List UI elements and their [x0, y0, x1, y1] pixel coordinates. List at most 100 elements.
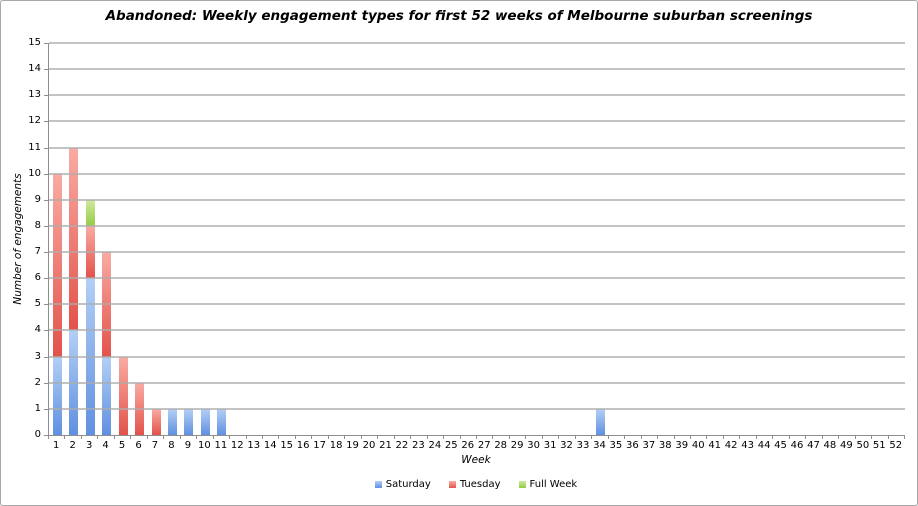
y-axis-tick-label-0: 0	[34, 429, 41, 440]
y-axis-tick-1	[44, 408, 48, 410]
x-axis-tick-1	[64, 436, 66, 439]
y-axis-tick-5	[44, 304, 48, 306]
bar-week-8-saturday	[167, 408, 177, 435]
chart-title: Abandoned: Weekly engagement types for f…	[105, 8, 813, 24]
x-axis-tick-5	[130, 436, 132, 439]
y-axis-tick-11	[44, 147, 48, 149]
y-axis-tick-2	[44, 382, 48, 384]
x-axis-tick-31	[558, 436, 560, 439]
x-axis-tick-9	[196, 436, 198, 439]
y-axis-tick-label-5: 5	[34, 298, 41, 310]
x-axis-tick-label-41: 41	[708, 440, 722, 451]
x-axis-tick-4	[113, 436, 115, 439]
gridline-y-11	[49, 146, 905, 149]
y-axis-tick-label-14: 14	[28, 63, 41, 75]
x-axis-tick-label-29: 29	[510, 440, 524, 451]
x-axis-tick-27	[492, 436, 494, 439]
x-axis-tick-44	[772, 436, 774, 439]
x-axis-tick-label-11: 11	[214, 440, 228, 451]
y-axis-tick-label-1: 1	[34, 402, 41, 414]
x-axis-tick-0	[48, 436, 49, 439]
x-axis-tick-label-43: 43	[741, 440, 754, 451]
x-axis-tick-39	[690, 436, 691, 439]
legend-swatch-tuesday	[448, 481, 456, 488]
x-axis-tick-label-24: 24	[428, 440, 442, 451]
y-axis-tick-label-10: 10	[28, 167, 41, 179]
x-axis-tick-label-46: 46	[790, 440, 804, 451]
x-axis-tick-label-50: 50	[856, 440, 870, 451]
x-axis-tick-label-3: 3	[85, 440, 93, 451]
x-axis-title: Week	[461, 454, 491, 466]
gridline-y-9	[49, 198, 905, 201]
y-axis-tick-3	[44, 356, 48, 358]
y-axis-tick-6	[44, 278, 48, 280]
y-axis-tick-label-12: 12	[28, 115, 41, 127]
x-axis-tick-label-45: 45	[774, 440, 787, 451]
x-axis-tick-41	[722, 436, 724, 439]
legend: Saturday Tuesday Full Week	[48, 479, 904, 490]
x-axis-tick-40	[706, 436, 708, 439]
x-axis-tick-label-8: 8	[168, 440, 175, 451]
x-axis-tick-label-13: 13	[247, 440, 261, 451]
x-axis-tick-52	[904, 436, 905, 439]
gridline-y-6	[49, 277, 905, 280]
legend-label-saturday: Saturday	[385, 479, 431, 490]
bar-week-1-saturday	[52, 356, 62, 435]
x-axis-tick-36	[640, 436, 642, 439]
x-axis-tick-22	[410, 436, 412, 439]
gridline-y-12	[49, 120, 905, 123]
legend-item-tuesday: Tuesday	[448, 479, 501, 490]
gridline-y-14	[49, 68, 905, 71]
x-axis-tick-45	[788, 436, 790, 439]
gridline-y-4	[49, 329, 905, 332]
x-axis-tick-label-7: 7	[151, 440, 159, 451]
legend-label-full-week: Full Week	[529, 479, 578, 490]
x-axis-tick-11	[229, 436, 231, 439]
x-axis-tick-label-14: 14	[263, 440, 277, 451]
x-axis-tick-16	[311, 436, 313, 439]
x-axis-tick-43	[755, 436, 757, 439]
x-axis-tick-7	[163, 436, 165, 439]
bar-week-7-tuesday	[151, 408, 161, 435]
x-axis-tick-label-49: 49	[840, 440, 853, 451]
legend-label-tuesday: Tuesday	[459, 479, 501, 490]
bar-week-5-tuesday	[118, 356, 128, 435]
x-axis-tick-2	[80, 436, 82, 439]
x-axis-tick-23	[426, 436, 428, 439]
legend-swatch-full-week	[518, 481, 526, 488]
x-axis-tick-38	[673, 436, 675, 439]
gridline-y-7	[49, 251, 905, 254]
bar-week-9-saturday	[184, 408, 194, 435]
x-axis-tick-26	[476, 436, 477, 439]
x-axis-tick-label-38: 38	[658, 440, 672, 451]
x-axis-tick-label-36: 36	[626, 440, 639, 451]
x-axis-tick-label-51: 51	[872, 440, 886, 451]
x-axis-tick-19	[360, 436, 362, 439]
x-axis-tick-label-40: 40	[691, 440, 705, 451]
y-axis-tick-8	[44, 225, 48, 227]
x-axis-tick-15	[294, 436, 296, 439]
gridline-y-8	[49, 224, 905, 227]
x-axis-tick-12	[245, 436, 247, 439]
x-axis-tick-21	[393, 436, 395, 439]
y-axis-tick-label-4: 4	[34, 324, 41, 336]
x-axis-tick-46	[805, 436, 807, 439]
x-axis-tick-label-21: 21	[379, 440, 392, 451]
x-axis-tick-label-25: 25	[444, 440, 458, 451]
y-axis-tick-label-15: 15	[28, 37, 41, 48]
x-axis-tick-label-6: 6	[135, 440, 142, 451]
x-axis-tick-label-10: 10	[198, 440, 211, 451]
bar-week-11-saturday	[217, 408, 227, 435]
x-axis-tick-label-44: 44	[757, 440, 771, 451]
x-axis-tick-label-42: 42	[724, 440, 738, 451]
x-axis-tick-label-20: 20	[362, 440, 376, 451]
x-axis-tick-label-4: 4	[102, 440, 109, 451]
x-axis-tick-label-39: 39	[675, 440, 689, 451]
x-axis-tick-32	[574, 436, 576, 439]
x-axis-tick-18	[344, 436, 346, 439]
x-axis-tick-50	[871, 436, 873, 439]
x-axis-tick-label-34: 34	[593, 440, 606, 451]
y-axis-tick-15	[44, 43, 48, 44]
y-axis-tick-label-3: 3	[34, 350, 41, 362]
gridline-y-3	[49, 355, 905, 358]
